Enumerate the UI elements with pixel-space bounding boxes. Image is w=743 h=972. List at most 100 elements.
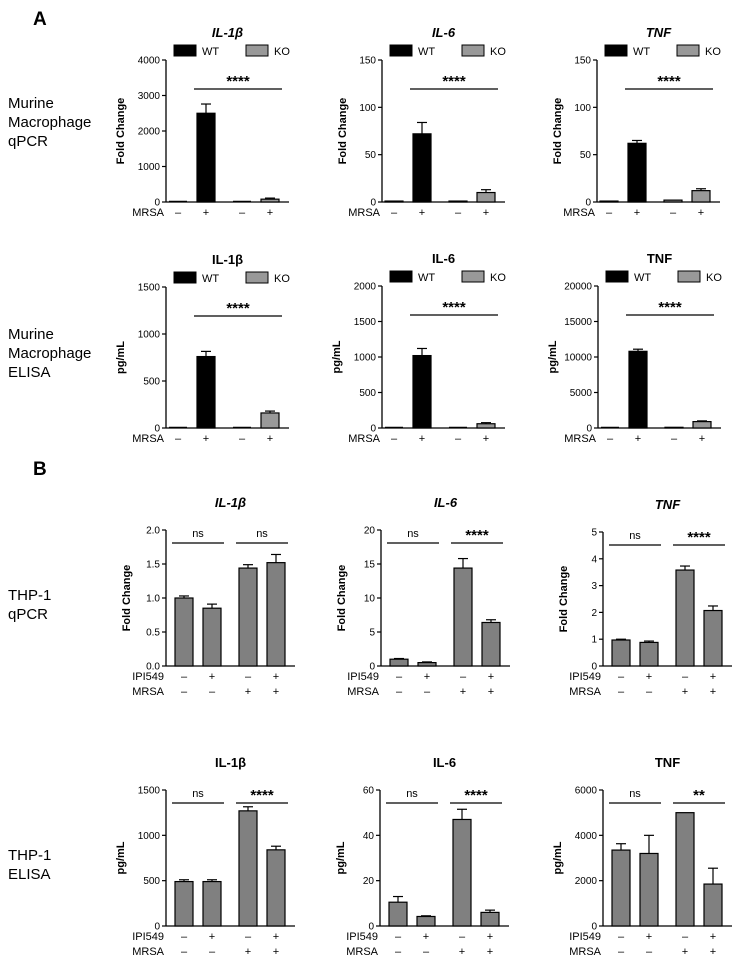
chart-title: TNF xyxy=(655,755,680,770)
condition-mark: – xyxy=(607,433,614,445)
condition-mark: – xyxy=(606,207,613,219)
bar xyxy=(417,661,437,667)
significance-label: **** xyxy=(226,73,250,90)
condition-label: MRSA xyxy=(569,686,601,698)
bar xyxy=(238,567,258,667)
bar xyxy=(692,421,712,429)
condition-mark: + xyxy=(419,207,425,219)
condition-mark: – xyxy=(175,207,182,219)
bar xyxy=(266,562,286,667)
y-tick-label: 0 xyxy=(369,662,375,673)
condition-label: MRSA xyxy=(569,946,601,958)
condition-label: MRSA xyxy=(564,433,596,445)
condition-mark: – xyxy=(424,686,431,698)
condition-mark: + xyxy=(209,671,215,683)
y-tick-label: 20 xyxy=(364,526,376,537)
y-axis-label: pg/mL xyxy=(115,841,127,874)
y-tick-label: 1500 xyxy=(354,317,377,328)
bar xyxy=(174,597,194,667)
legend-swatch-ko xyxy=(676,44,700,57)
bar xyxy=(202,607,222,667)
y-tick-label: 5 xyxy=(591,528,597,539)
significance-label: ns xyxy=(256,528,268,540)
bar xyxy=(675,569,695,667)
y-axis-label: Fold Change xyxy=(336,565,348,632)
condition-mark: + xyxy=(273,946,279,958)
condition-mark: + xyxy=(682,946,688,958)
condition-mark: – xyxy=(181,946,188,958)
condition-mark: + xyxy=(203,433,209,445)
condition-mark: + xyxy=(710,931,716,943)
y-tick-label: 0 xyxy=(591,922,597,933)
bar xyxy=(481,621,501,667)
condition-label: MRSA xyxy=(132,433,164,445)
condition-mark: – xyxy=(455,207,462,219)
y-tick-label: 1500 xyxy=(138,786,161,797)
condition-mark: – xyxy=(181,686,188,698)
condition-mark: – xyxy=(682,931,689,943)
condition-mark: + xyxy=(424,671,430,683)
y-tick-label: 0 xyxy=(154,198,160,209)
legend-label-wt: WT xyxy=(202,46,219,58)
bar xyxy=(703,883,723,927)
y-tick-label: 0 xyxy=(154,424,160,435)
legend-label-wt: WT xyxy=(634,272,651,284)
chart-title: IL-6 xyxy=(432,251,455,266)
legend-label-ko: KO xyxy=(274,273,290,285)
condition-label: IPI549 xyxy=(569,931,601,943)
significance-label: ** xyxy=(693,787,705,804)
bar xyxy=(196,355,216,429)
bar xyxy=(611,849,631,927)
y-tick-label: 2.0 xyxy=(146,526,160,537)
y-tick-label: 60 xyxy=(363,786,375,797)
y-tick-label: 0 xyxy=(591,662,597,673)
bar xyxy=(639,852,659,927)
condition-mark: + xyxy=(710,686,716,698)
bar xyxy=(416,915,436,927)
chart-title: IL-1β xyxy=(215,755,246,770)
y-axis-label: pg/mL xyxy=(331,340,343,373)
row-label-thp1-elisa: THP-1 ELISA xyxy=(8,847,56,883)
y-axis-label: pg/mL xyxy=(547,340,559,373)
legend-label-wt: WT xyxy=(633,46,650,58)
chart-title: IL-1β xyxy=(212,252,243,267)
condition-mark: – xyxy=(245,671,252,683)
y-tick-label: 100 xyxy=(359,103,376,114)
legend-swatch-wt xyxy=(173,271,197,284)
significance-label: ns xyxy=(629,788,641,800)
y-tick-label: 150 xyxy=(359,56,376,67)
condition-mark: – xyxy=(618,931,625,943)
significance-label: **** xyxy=(442,299,466,316)
condition-label: MRSA xyxy=(132,686,164,698)
condition-mark: + xyxy=(209,931,215,943)
y-tick-label: 2000 xyxy=(138,127,161,138)
significance-label: **** xyxy=(464,787,488,804)
row-label-thp1-qpcr: THP-1 qPCR xyxy=(8,587,56,623)
legend-swatch-wt xyxy=(173,44,197,57)
legend-label-ko: KO xyxy=(706,272,722,284)
condition-mark: + xyxy=(273,686,279,698)
condition-mark: – xyxy=(460,671,467,683)
y-tick-label: 4 xyxy=(591,554,597,565)
condition-mark: – xyxy=(391,433,398,445)
bar xyxy=(480,911,500,927)
y-tick-label: 0 xyxy=(585,198,591,209)
bar xyxy=(627,142,647,203)
legend-swatch-ko xyxy=(245,271,269,284)
legend-swatch-ko xyxy=(677,270,701,283)
y-tick-label: 50 xyxy=(365,150,377,161)
chart-title: TNF xyxy=(647,251,672,266)
condition-mark: + xyxy=(488,686,494,698)
y-axis-label: Fold Change xyxy=(121,565,133,632)
bar xyxy=(389,658,409,667)
condition-mark: – xyxy=(396,686,403,698)
bar xyxy=(599,200,619,203)
y-tick-label: 3 xyxy=(591,581,597,592)
significance-label: **** xyxy=(658,299,682,316)
y-tick-label: 20 xyxy=(363,876,375,887)
condition-label: MRSA xyxy=(348,207,380,219)
condition-mark: + xyxy=(646,671,652,683)
significance-label: ns xyxy=(192,788,204,800)
y-tick-label: 0 xyxy=(370,198,376,209)
